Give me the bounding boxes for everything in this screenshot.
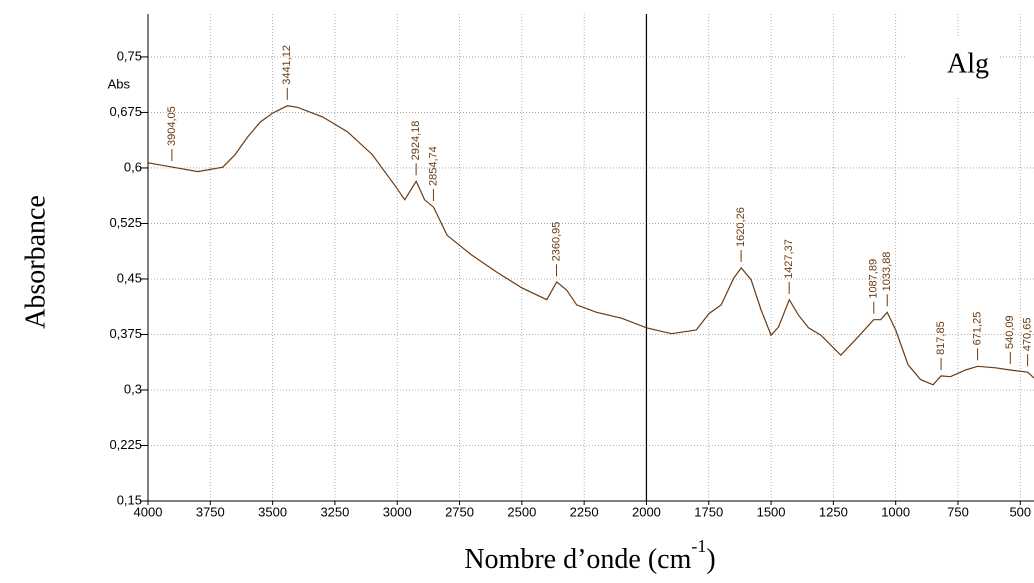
- x-tick-label: 3250: [320, 504, 349, 519]
- legend-label: Alg: [947, 48, 989, 79]
- x-tick-label: 500: [1009, 504, 1031, 519]
- peak-label: 3441,12: [281, 45, 293, 85]
- grid: [147, 14, 1034, 502]
- x-tick-label: 4000: [134, 504, 163, 519]
- x-tick-label: 750: [947, 504, 969, 519]
- peak-label: 540,09: [1004, 315, 1016, 349]
- peak-label: 2924,18: [410, 121, 422, 161]
- y-tick-label: 0,15: [117, 492, 142, 507]
- x-tick-label: 2000: [632, 504, 661, 519]
- peak-label: 1033,88: [881, 252, 893, 292]
- y-tick-label: 0,375: [109, 326, 142, 341]
- peak-label: 817,85: [935, 321, 947, 355]
- x-axis-title-text: Nombre d’onde (cm: [464, 544, 691, 575]
- y-unit: Abs: [108, 76, 131, 91]
- plot-area: [148, 14, 1034, 501]
- legend-box: [906, 38, 1000, 96]
- x-axis-title-sup: -1: [691, 536, 706, 556]
- peak-label: 470,65: [1022, 318, 1034, 352]
- x-tick-label: 3000: [383, 504, 412, 519]
- y-tick-label: 0,675: [109, 104, 142, 119]
- peak-label: 671,25: [972, 312, 984, 346]
- y-tick-label: 0,6: [124, 159, 142, 174]
- y-tick-label: 0,45: [117, 270, 142, 285]
- peak-label: 2360,95: [550, 222, 562, 262]
- x-tick-label: 1000: [881, 504, 910, 519]
- x-tick-label: 2750: [445, 504, 474, 519]
- peak-label: 2854,74: [427, 146, 439, 186]
- y-tick-label: 0,225: [109, 437, 142, 452]
- y-tick-label: 0,75: [117, 48, 142, 63]
- x-tick-label: 1250: [819, 504, 848, 519]
- x-tick-label: 1500: [757, 504, 786, 519]
- spectrum-line: [148, 105, 1034, 386]
- y-axis-title: Absorbance: [20, 195, 51, 329]
- peak-label: 3904,05: [166, 106, 178, 146]
- x-tick-label: 2500: [507, 504, 536, 519]
- x-tick-label: 3500: [258, 504, 287, 519]
- x-axis-title-end: ): [706, 544, 715, 575]
- peak-label: 1087,89: [868, 259, 880, 299]
- x-tick-label: 1750: [694, 504, 723, 519]
- y-tick-label: 0,3: [124, 381, 142, 396]
- y-tick-label: 0,525: [109, 215, 142, 230]
- peak-label: 1620,26: [735, 207, 747, 247]
- x-tick-label: 2250: [570, 504, 599, 519]
- x-axis-title: Nombre d’onde (cm-1): [464, 536, 715, 575]
- x-tick-label: 3750: [196, 504, 225, 519]
- peak-label: 1427,37: [783, 239, 795, 279]
- plot: 3904,05 3441,12 2924,18 2854,74 2360,95 1620,…: [148, 14, 1034, 501]
